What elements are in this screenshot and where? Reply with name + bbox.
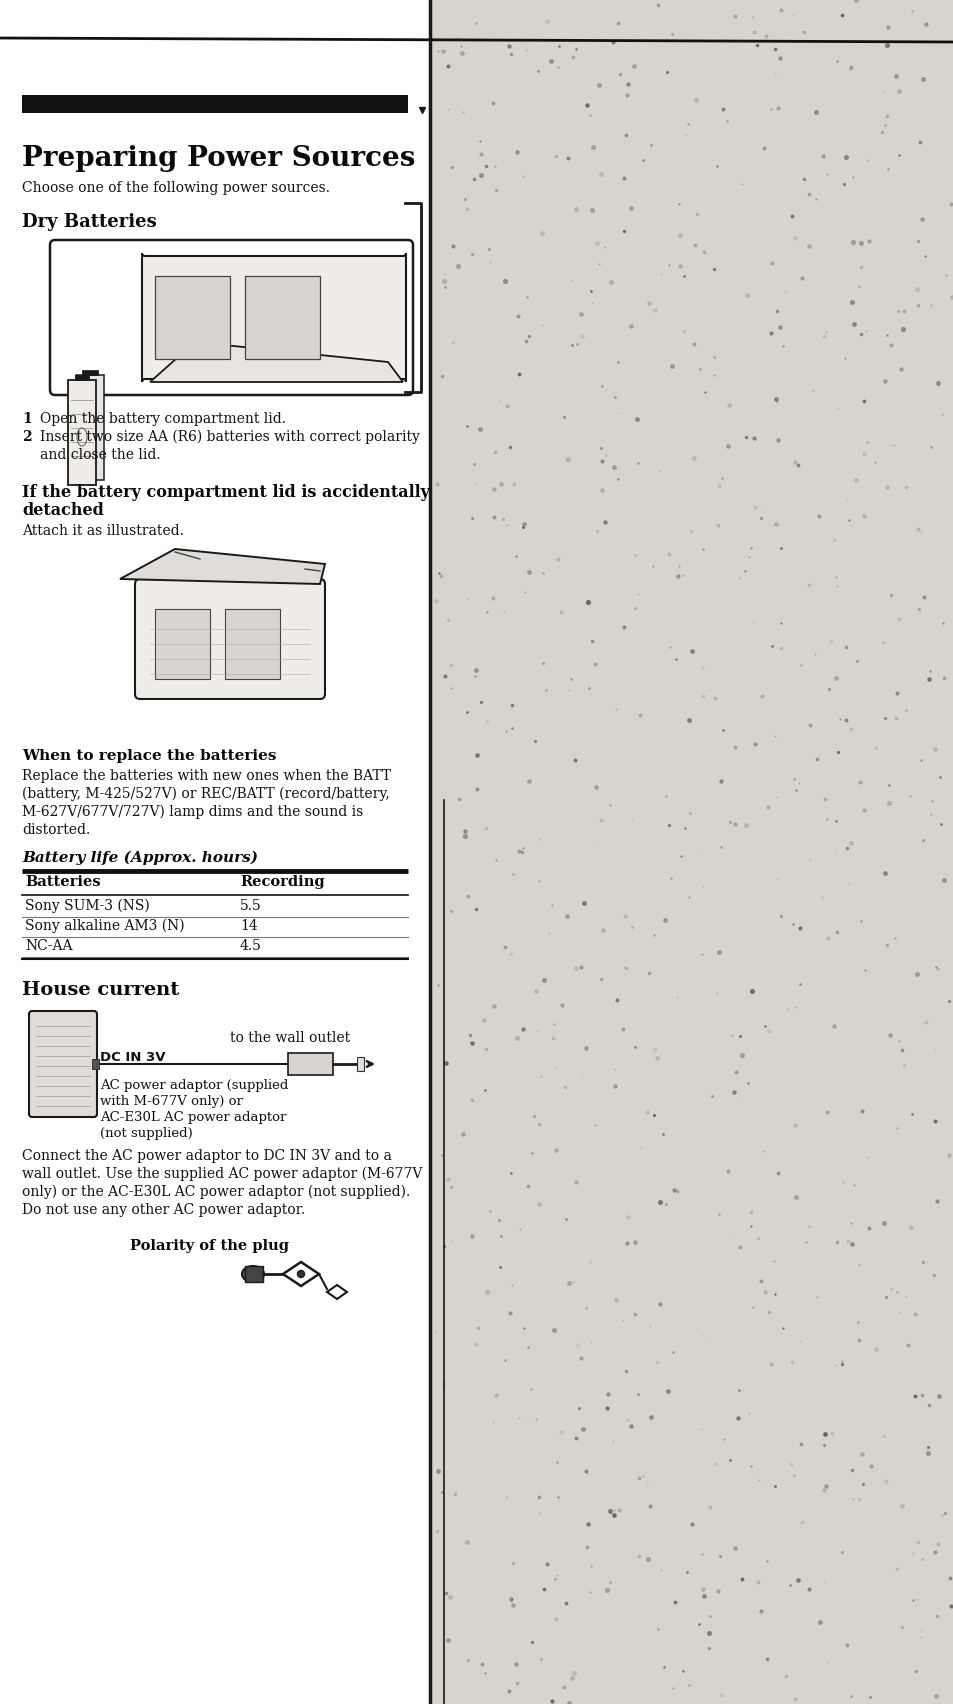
Text: Choose one of the following power sources.: Choose one of the following power source… xyxy=(22,181,330,194)
Text: Preparing Power Sources: Preparing Power Sources xyxy=(22,145,415,172)
FancyBboxPatch shape xyxy=(29,1010,97,1118)
Text: If the battery compartment lid is accidentally: If the battery compartment lid is accide… xyxy=(22,484,430,501)
Text: Sony SUM-3 (NS): Sony SUM-3 (NS) xyxy=(25,900,150,913)
Text: distorted.: distorted. xyxy=(22,823,91,837)
Bar xyxy=(22,95,408,112)
Polygon shape xyxy=(150,343,402,382)
Text: When to replace the batteries: When to replace the batteries xyxy=(22,750,276,763)
Polygon shape xyxy=(120,549,325,584)
Text: Sony alkaline AM3 (N): Sony alkaline AM3 (N) xyxy=(25,918,185,934)
Bar xyxy=(154,608,210,678)
Text: detached: detached xyxy=(22,503,104,520)
FancyBboxPatch shape xyxy=(142,252,406,382)
Text: AC power adaptor (supplied: AC power adaptor (supplied xyxy=(100,1079,288,1092)
Bar xyxy=(75,375,89,380)
Bar xyxy=(356,1056,364,1072)
Bar xyxy=(245,1266,263,1281)
Bar xyxy=(154,276,230,360)
Bar xyxy=(245,276,319,360)
Text: only) or the AC-E30L AC power adaptor (not supplied).: only) or the AC-E30L AC power adaptor (n… xyxy=(22,1184,410,1200)
Text: 1: 1 xyxy=(22,412,31,426)
Bar xyxy=(0,0,430,1704)
Text: Connect the AC power adaptor to DC IN 3V and to a: Connect the AC power adaptor to DC IN 3V… xyxy=(22,1148,392,1164)
Text: with M-677V only) or: with M-677V only) or xyxy=(100,1096,243,1108)
Text: and close the lid.: and close the lid. xyxy=(40,448,160,462)
Text: Open the battery compartment lid.: Open the battery compartment lid. xyxy=(40,412,286,426)
Text: 4.5: 4.5 xyxy=(240,939,262,953)
Text: NC-AA: NC-AA xyxy=(25,939,72,953)
Text: Recording: Recording xyxy=(240,874,324,889)
Text: wall outlet. Use the supplied AC power adaptor (M-677V: wall outlet. Use the supplied AC power a… xyxy=(22,1167,422,1181)
Text: (battery, M-425/527V) or REC/BATT (record/battery,: (battery, M-425/527V) or REC/BATT (recor… xyxy=(22,787,390,801)
Ellipse shape xyxy=(297,1271,304,1278)
Text: (not supplied): (not supplied) xyxy=(100,1126,193,1140)
Text: 14: 14 xyxy=(240,918,257,934)
FancyBboxPatch shape xyxy=(50,240,413,395)
Bar xyxy=(76,375,104,481)
FancyBboxPatch shape xyxy=(135,579,325,699)
Bar xyxy=(68,380,96,486)
Text: 5.5: 5.5 xyxy=(240,900,261,913)
Text: M-627V/677V/727V) lamp dims and the sound is: M-627V/677V/727V) lamp dims and the soun… xyxy=(22,804,363,820)
Text: AC-E30L AC power adaptor: AC-E30L AC power adaptor xyxy=(100,1111,286,1125)
Text: Replace the batteries with new ones when the BATT: Replace the batteries with new ones when… xyxy=(22,769,391,784)
Text: Insert two size AA (R6) batteries with correct polarity: Insert two size AA (R6) batteries with c… xyxy=(40,429,419,445)
Text: Batteries: Batteries xyxy=(25,874,100,889)
Bar xyxy=(91,1058,99,1068)
Bar xyxy=(225,608,280,678)
Text: Attach it as illustrated.: Attach it as illustrated. xyxy=(22,525,184,538)
Ellipse shape xyxy=(242,1266,264,1281)
Text: Do not use any other AC power adaptor.: Do not use any other AC power adaptor. xyxy=(22,1203,305,1217)
Text: Battery life (Approx. hours): Battery life (Approx. hours) xyxy=(22,850,257,866)
Text: to the wall outlet: to the wall outlet xyxy=(230,1031,350,1045)
Text: Polarity of the plug: Polarity of the plug xyxy=(130,1239,289,1252)
Bar xyxy=(82,370,98,375)
Text: House current: House current xyxy=(22,982,179,999)
Bar xyxy=(288,1053,333,1075)
Text: DC IN 3V: DC IN 3V xyxy=(100,1051,165,1063)
Text: 2: 2 xyxy=(22,429,31,445)
Text: Dry Batteries: Dry Batteries xyxy=(22,213,156,232)
